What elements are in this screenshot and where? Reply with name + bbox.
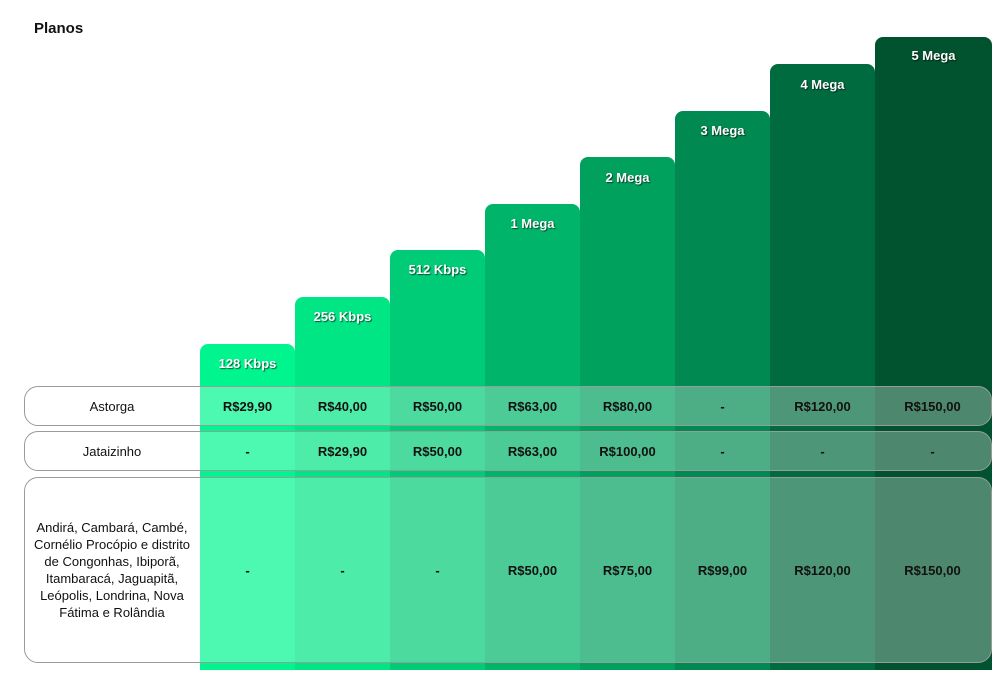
plan-column: 4 Mega — [770, 64, 875, 670]
plan-label: 2 Mega — [605, 170, 650, 185]
plan-column: 128 Kbps — [200, 344, 295, 670]
price-cell: R$50,00 — [507, 562, 558, 578]
table-row — [24, 477, 992, 663]
city-label: Astorga — [89, 398, 135, 414]
plan-label: 3 Mega — [700, 123, 745, 138]
price-cell: R$120,00 — [794, 398, 851, 414]
city-label: Andirá, Cambará, Cambé, Cornélio Procópi… — [33, 520, 191, 620]
price-cell: R$75,00 — [602, 562, 653, 578]
table-row — [24, 431, 992, 471]
price-cell: R$99,00 — [697, 562, 748, 578]
price-cell: R$40,00 — [317, 398, 368, 414]
price-cell: - — [245, 443, 250, 459]
page-title: Planos — [34, 20, 84, 37]
price-cell: R$50,00 — [412, 398, 463, 414]
price-cell: - — [930, 443, 935, 459]
price-cell: R$63,00 — [507, 398, 558, 414]
price-cell: R$150,00 — [904, 398, 961, 414]
city-label: Jataizinho — [82, 443, 142, 459]
plan-column: 512 Kbps — [390, 250, 485, 670]
plan-label: 128 Kbps — [218, 356, 277, 371]
price-cell: - — [435, 562, 440, 578]
price-cell: R$63,00 — [507, 443, 558, 459]
plan-label: 5 Mega — [911, 48, 956, 63]
plan-column: 1 Mega — [485, 204, 580, 670]
price-cell: R$29,90 — [317, 443, 368, 459]
plan-label: 1 Mega — [510, 216, 555, 231]
price-cell: R$50,00 — [412, 443, 463, 459]
price-cell: - — [720, 398, 725, 414]
price-cell: R$100,00 — [599, 443, 656, 459]
plan-column: 5 Mega — [875, 37, 992, 670]
price-cell: - — [820, 443, 825, 459]
plan-label: 4 Mega — [800, 77, 845, 92]
plan-label: 512 Kbps — [408, 262, 467, 277]
price-cell: - — [245, 562, 250, 578]
plan-column: 2 Mega — [580, 157, 675, 670]
price-cell: R$120,00 — [794, 562, 851, 578]
price-cell: R$80,00 — [602, 398, 653, 414]
plan-column: 3 Mega — [675, 111, 770, 670]
price-cell: R$150,00 — [904, 562, 961, 578]
table-row — [24, 386, 992, 426]
price-cell: - — [340, 562, 345, 578]
price-cell: - — [720, 443, 725, 459]
plan-label: 256 Kbps — [313, 309, 372, 324]
price-cell: R$29,90 — [222, 398, 273, 414]
plan-column: 256 Kbps — [295, 297, 390, 670]
